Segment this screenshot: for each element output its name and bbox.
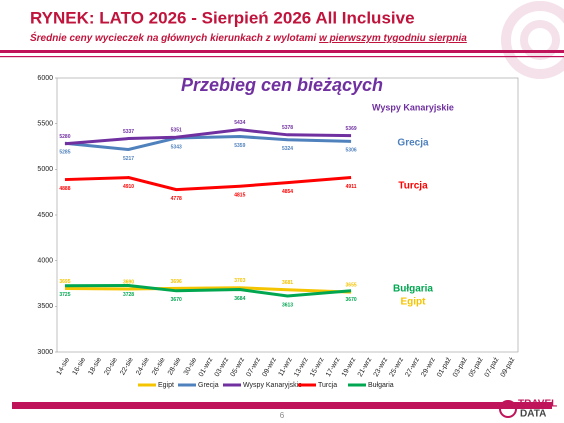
footer-bar xyxy=(12,402,552,409)
slide-subtitle: Średnie ceny wycieczek na głównych kieru… xyxy=(30,31,467,44)
x-tick-label: 05-wrz xyxy=(230,356,247,378)
value-label: 3690 xyxy=(123,279,134,285)
y-tick-label: 3000 xyxy=(37,349,53,356)
series-line xyxy=(64,175,352,192)
x-tick-label: 03-paź xyxy=(452,356,469,378)
x-tick-label: 07-paź xyxy=(484,356,501,378)
legend-label: Wyspy Kanaryjskie xyxy=(243,382,302,389)
value-label: 3670 xyxy=(171,297,182,303)
x-tick-label: 30-sie xyxy=(183,356,199,376)
plot-area xyxy=(56,77,519,353)
subtitle-underlined: w pierwszym tygodniu sierpnia xyxy=(319,33,467,44)
value-label: 5217 xyxy=(123,156,134,162)
value-label: 3613 xyxy=(282,302,293,308)
value-label: 5378 xyxy=(282,125,293,131)
value-label: 3670 xyxy=(346,297,357,303)
x-tick-label: 19-wrz xyxy=(341,356,358,378)
value-label: 4854 xyxy=(282,189,293,195)
x-tick-label: 17-wrz xyxy=(325,356,342,378)
y-tick-label: 5000 xyxy=(37,166,53,173)
y-tick-label: 4500 xyxy=(37,212,53,219)
x-tick-label: 24-sie xyxy=(135,356,151,376)
x-tick-label: 01-paź xyxy=(436,356,453,378)
x-tick-label: 26-sie xyxy=(151,356,167,376)
value-label: 5343 xyxy=(171,144,182,150)
series-line xyxy=(64,286,352,294)
series-label: Turcja xyxy=(398,181,428,192)
value-label: 3728 xyxy=(123,292,134,298)
x-tick-label: 11-wrz xyxy=(278,356,295,378)
value-label: 3725 xyxy=(59,292,70,298)
x-tick-label: 05-paź xyxy=(468,356,485,378)
chart-title: Przebieg cen bieżących xyxy=(181,75,383,95)
value-label: 3695 xyxy=(59,279,70,285)
x-tick-label: 20-sie xyxy=(103,356,119,376)
x-tick-label: 23-wrz xyxy=(373,356,390,378)
header-rule xyxy=(0,56,564,58)
page-number: 6 xyxy=(280,411,285,420)
slide-title: RYNEK: LATO 2026 - Sierpień 2026 All Inc… xyxy=(30,8,415,27)
value-label: 4815 xyxy=(234,193,245,199)
value-label: 4888 xyxy=(59,186,70,192)
series-line xyxy=(64,135,352,152)
value-label: 4910 xyxy=(123,184,134,190)
series-label: Wyspy Kanaryjskie xyxy=(372,102,454,112)
logo-icon xyxy=(499,400,517,418)
y-tick-label: 3500 xyxy=(37,303,53,310)
series-label: Bułgaria xyxy=(393,284,433,295)
legend-label: Turcja xyxy=(318,382,337,389)
value-label: 5359 xyxy=(234,143,245,149)
value-label: 5369 xyxy=(346,126,357,132)
value-label: 5280 xyxy=(59,134,70,140)
subtitle-text: Średnie ceny wycieczek na głównych kieru… xyxy=(30,31,316,44)
series-line xyxy=(64,128,352,146)
value-label: 5337 xyxy=(123,129,134,135)
x-tick-label: 27-wrz xyxy=(404,356,421,378)
value-label: 3655 xyxy=(346,283,357,289)
x-tick-label: 18-sie xyxy=(87,356,103,376)
value-label: 3684 xyxy=(234,296,245,302)
legend-label: Grecja xyxy=(198,382,219,389)
value-label: 3703 xyxy=(234,278,245,284)
series-line xyxy=(64,284,352,298)
value-label: 3681 xyxy=(282,280,293,286)
x-tick-label: 14-sie xyxy=(56,356,72,376)
series-label: Egipt xyxy=(401,297,427,308)
value-label: 4778 xyxy=(171,196,182,202)
y-tick-label: 5500 xyxy=(37,121,53,128)
x-tick-label: 21-wrz xyxy=(357,356,374,378)
series-label: Grecja xyxy=(397,138,429,149)
x-tick-label: 29-wrz xyxy=(420,356,437,378)
x-tick-label: 15-wrz xyxy=(309,356,326,378)
value-label: 5324 xyxy=(282,146,293,152)
x-tick-label: 25-wrz xyxy=(389,356,406,378)
x-tick-label: 22-sie xyxy=(119,356,135,376)
x-tick-label: 07-wrz xyxy=(245,356,262,378)
legend-label: Bułgaria xyxy=(368,382,394,389)
x-tick-label: 09-paź xyxy=(500,356,517,378)
logo-text: DATA xyxy=(520,409,546,420)
y-tick-label: 6000 xyxy=(37,75,53,82)
value-label: 5351 xyxy=(171,128,182,134)
x-tick-label: 09-wrz xyxy=(261,356,278,378)
value-label: 5434 xyxy=(234,120,245,126)
logo-text: TRAVEL xyxy=(518,399,557,410)
x-tick-label: 03-wrz xyxy=(214,356,231,378)
legend-label: Egipt xyxy=(158,382,174,389)
x-tick-label: 28-sie xyxy=(167,356,183,376)
y-tick-label: 4000 xyxy=(37,258,53,265)
value-label: 5285 xyxy=(59,150,70,156)
x-tick-label: 16-sie xyxy=(72,356,88,376)
value-label: 3696 xyxy=(171,279,182,285)
value-label: 4911 xyxy=(346,184,357,190)
x-tick-label: 13-wrz xyxy=(293,356,310,378)
value-label: 5306 xyxy=(346,148,357,154)
x-tick-label: 01-wrz xyxy=(198,356,215,378)
header-rule xyxy=(0,50,564,53)
decoration xyxy=(501,1,564,79)
